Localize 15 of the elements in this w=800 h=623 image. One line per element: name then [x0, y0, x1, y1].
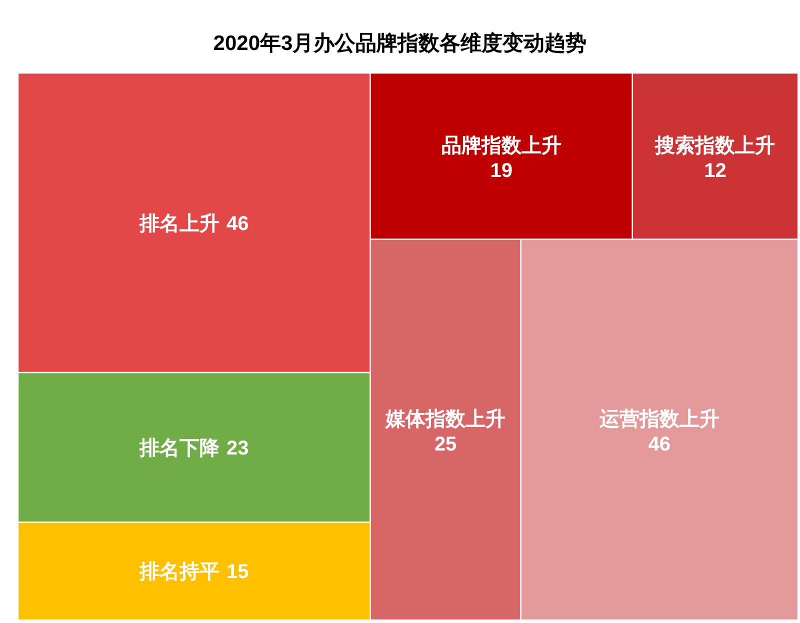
tile-value: 46: [648, 434, 671, 456]
tile-name: 搜索指数上升: [655, 135, 776, 158]
tile-name: 品牌指数上升: [441, 135, 562, 158]
tile-value: 15: [226, 561, 249, 584]
tile-value: 46: [226, 212, 249, 235]
tile-value: 12: [704, 160, 726, 182]
tile-name: 排名持平: [140, 561, 220, 584]
tile-value: 25: [434, 434, 457, 456]
tile-value: 23: [226, 437, 249, 460]
title: 2020年3月办公品牌指数各维度变动趋势: [213, 32, 587, 55]
tile-name: 运营指数上升: [599, 408, 720, 431]
tile-name: 排名上升: [140, 212, 220, 235]
tile-value: 19: [490, 160, 512, 182]
tile-name: 媒体指数上升: [386, 408, 506, 431]
tile-name: 排名下降: [140, 437, 220, 460]
